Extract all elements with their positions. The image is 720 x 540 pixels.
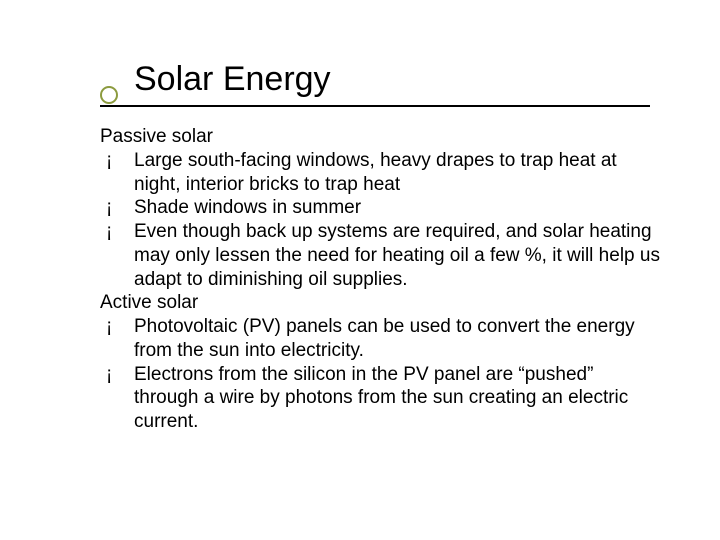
bullet-icon: ¡ [100,196,134,220]
section-heading: Passive solar [100,125,660,149]
bullet-circle-icon [100,86,118,104]
bullet-icon: ¡ [100,149,134,197]
list-item: ¡ Photovoltaic (PV) panels can be used t… [100,315,660,363]
section-heading: Active solar [100,291,660,315]
list-item-text: Large south-facing windows, heavy drapes… [134,149,660,197]
slide: Solar Energy Passive solar ¡ Large south… [0,0,720,540]
title-underline [100,105,650,107]
bullet-icon: ¡ [100,220,134,291]
slide-body: Passive solar ¡ Large south-facing windo… [100,125,660,434]
list-item: ¡ Shade windows in summer [100,196,660,220]
list-item: ¡ Large south-facing windows, heavy drap… [100,149,660,197]
bullet-icon: ¡ [100,315,134,363]
list-item-text: Shade windows in summer [134,196,660,220]
list-item: ¡ Electrons from the silicon in the PV p… [100,363,660,434]
list-item-text: Even though back up systems are required… [134,220,660,291]
list-item-text: Electrons from the silicon in the PV pan… [134,363,660,434]
title-row: Solar Energy [100,60,660,99]
list-item-text: Photovoltaic (PV) panels can be used to … [134,315,660,363]
list-item: ¡ Even though back up systems are requir… [100,220,660,291]
bullet-icon: ¡ [100,363,134,434]
slide-title: Solar Energy [134,60,331,99]
